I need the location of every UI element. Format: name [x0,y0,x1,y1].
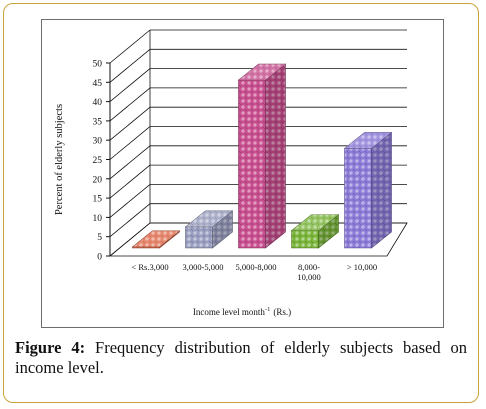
y-axis-title: Percent of elderly subjects [54,104,65,215]
x-axis-title: Income level month-1 (Rs.) [193,306,291,317]
x-tick-label: 3,000-5,000 [182,262,223,272]
gridline-side [109,126,151,160]
x-tick-label: 5,000-8,000 [235,262,276,272]
gridline-side [109,29,151,64]
y-tick-label: 20 [93,175,103,185]
gridline-side [109,145,151,180]
y-tick-label: 45 [93,79,103,89]
y-tick-label: 5 [97,233,102,243]
y-tick-label: 10 [93,214,103,224]
x-tick-label: 10,000 [297,272,320,282]
gridline-side [109,48,151,83]
gridline-side [109,106,151,141]
bar-5 [343,131,393,249]
figure-label: Figure 4: [15,338,86,357]
y-tick-label: 35 [93,117,103,127]
y-tick-label: 0 [97,253,102,263]
y-tick-label: 15 [93,195,103,205]
bar-3 [237,63,287,249]
y-tick-label: 30 [93,137,103,147]
gridline-side [109,184,151,218]
caption-text-line2: income level. [15,358,104,377]
gridline-side [109,203,151,238]
chart-area: 0 5 10 15 20 25 30 35 40 45 50 Percent of elderly s… [41,19,444,328]
bar-1 [131,230,181,249]
caption-text-line1: Frequency distribution of elderly subjec… [95,338,468,357]
chart-floor [108,222,408,257]
gridline-side [109,87,151,122]
bar-4 [290,214,340,249]
figure-caption: Figure 4: Frequency distribution of elde… [15,338,467,378]
x-tick-label: 8,000- [298,262,320,272]
gridline-side [109,164,151,199]
y-tick-label: 50 [93,60,103,70]
x-tick-label: < Rs.3,000 [131,262,168,272]
bar-2 [184,210,234,249]
y-tick-label: 40 [93,98,103,108]
x-tick-label: > 10,000 [347,262,377,272]
gridline-side [109,68,151,102]
bar-chart: 0 5 10 15 20 25 30 35 40 45 50 Percent of elderly s… [54,29,408,317]
y-tick-label: 25 [93,156,103,166]
